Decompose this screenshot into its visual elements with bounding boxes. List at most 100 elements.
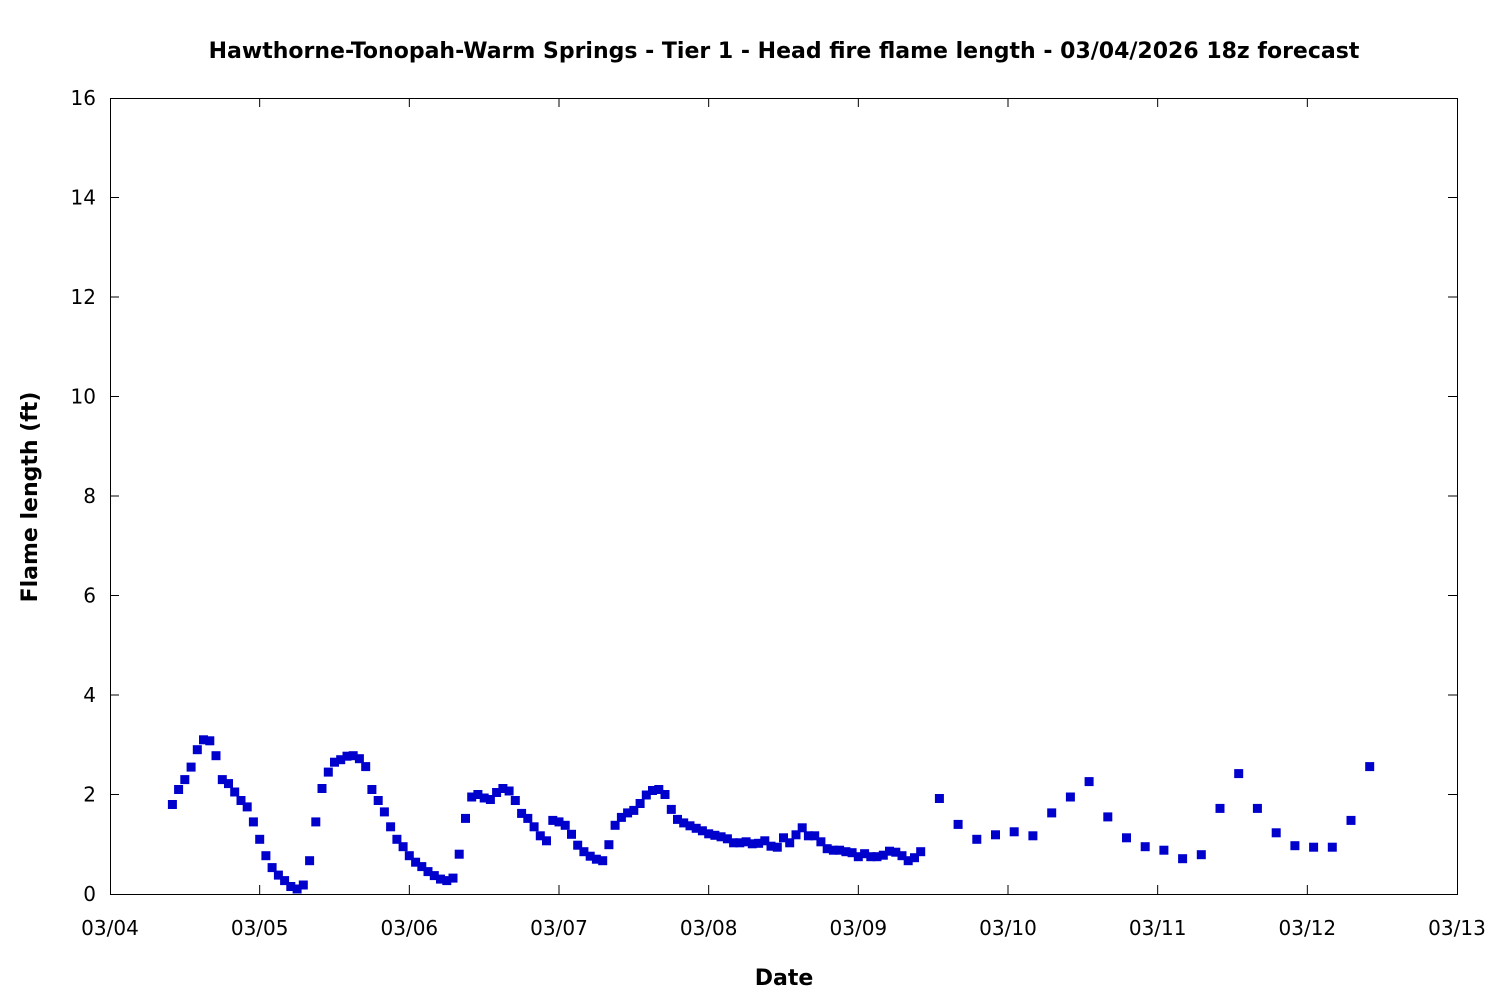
- data-point: [467, 792, 477, 802]
- data-point: [766, 841, 776, 851]
- data-point: [747, 839, 757, 849]
- data-point: [230, 787, 240, 797]
- data-point: [953, 819, 963, 829]
- data-point: [760, 836, 770, 846]
- data-point: [604, 840, 614, 850]
- data-point: [1028, 831, 1038, 841]
- data-point: [273, 870, 283, 880]
- y-tick-label: 8: [83, 484, 96, 508]
- x-tick-label: 03/11: [1129, 916, 1187, 940]
- data-point: [423, 867, 433, 877]
- data-point: [317, 784, 327, 793]
- x-tick-label: 03/13: [1428, 916, 1486, 940]
- data-point: [529, 822, 539, 832]
- x-tick-label: 03/05: [231, 916, 289, 940]
- data-point: [1365, 762, 1375, 772]
- data-point: [323, 767, 333, 777]
- data-point: [192, 745, 202, 755]
- x-axis-label: Date: [755, 966, 814, 991]
- data-point: [567, 829, 576, 839]
- data-point: [242, 802, 252, 812]
- data-point: [822, 844, 832, 854]
- data-point: [292, 884, 302, 894]
- data-point: [916, 847, 926, 857]
- data-point: [648, 786, 657, 795]
- data-point: [167, 800, 177, 809]
- y-tick-label: 2: [83, 783, 96, 807]
- data-point: [828, 845, 838, 855]
- data-point: [473, 790, 483, 799]
- data-point: [523, 813, 533, 823]
- data-point: [305, 856, 315, 866]
- data-point: [286, 882, 296, 891]
- data-point: [866, 852, 876, 862]
- data-point: [1178, 854, 1188, 864]
- data-point: [236, 796, 246, 805]
- data-point: [860, 849, 870, 859]
- y-axis-ticks: 0 2 4 6 8 10 12 14 16: [71, 86, 1457, 906]
- data-point: [361, 762, 371, 772]
- data-point: [180, 775, 190, 785]
- data-point: [498, 784, 508, 793]
- y-tick-label: 12: [71, 285, 96, 309]
- data-point: [872, 852, 882, 862]
- data-point: [504, 786, 514, 796]
- data-point: [298, 880, 308, 890]
- data-point: [697, 826, 707, 836]
- data-point: [1122, 833, 1131, 843]
- data-point: [342, 751, 352, 761]
- data-point: [554, 817, 564, 827]
- data-point: [853, 852, 863, 862]
- data-point: [379, 807, 389, 817]
- chart-title: Hawthorne-Tonopah-Warm Springs - Tier 1 …: [209, 39, 1360, 64]
- y-tick-label: 16: [71, 86, 96, 110]
- data-point: [754, 838, 764, 848]
- data-point: [579, 847, 589, 857]
- y-tick-label: 6: [83, 584, 96, 608]
- data-point: [1346, 815, 1356, 825]
- data-point: [1234, 769, 1244, 779]
- data-point: [1084, 777, 1094, 787]
- data-point: [610, 820, 620, 830]
- data-point: [785, 838, 795, 848]
- x-tick-label: 03/04: [81, 916, 139, 940]
- data-point: [810, 831, 820, 841]
- data-point: [585, 851, 595, 861]
- data-point: [367, 785, 377, 794]
- data-point: [398, 842, 408, 852]
- data-point: [1252, 803, 1262, 813]
- x-tick-label: 03/08: [680, 916, 738, 940]
- data-point: [461, 813, 470, 823]
- data-point: [1159, 845, 1169, 855]
- data-point: [623, 808, 633, 818]
- y-tick-label: 0: [83, 882, 96, 906]
- data-point: [330, 757, 339, 767]
- data-point: [878, 850, 888, 860]
- data-point: [442, 876, 452, 886]
- data-point: [454, 849, 464, 859]
- data-point: [666, 804, 676, 814]
- data-point: [635, 799, 645, 808]
- data-point: [1271, 828, 1281, 838]
- data-point: [392, 834, 402, 844]
- data-point: [248, 817, 258, 827]
- data-point: [598, 856, 608, 866]
- data-point: [1009, 827, 1019, 837]
- y-axis-label: Flame length (ft): [18, 392, 43, 603]
- x-tick-label: 03/12: [1279, 916, 1337, 940]
- data-point: [411, 857, 421, 867]
- data-point: [897, 851, 907, 861]
- data-point: [386, 822, 396, 832]
- data-point: [267, 863, 277, 873]
- data-point: [436, 874, 445, 884]
- data-point: [560, 820, 570, 830]
- x-tick-label: 03/09: [830, 916, 888, 940]
- data-point: [673, 814, 682, 824]
- data-point: [972, 834, 982, 844]
- data-point: [691, 823, 701, 833]
- data-point: [1290, 841, 1300, 851]
- data-point: [1065, 792, 1075, 802]
- data-point: [280, 876, 290, 886]
- data-point: [255, 834, 265, 844]
- data-point: [311, 817, 321, 827]
